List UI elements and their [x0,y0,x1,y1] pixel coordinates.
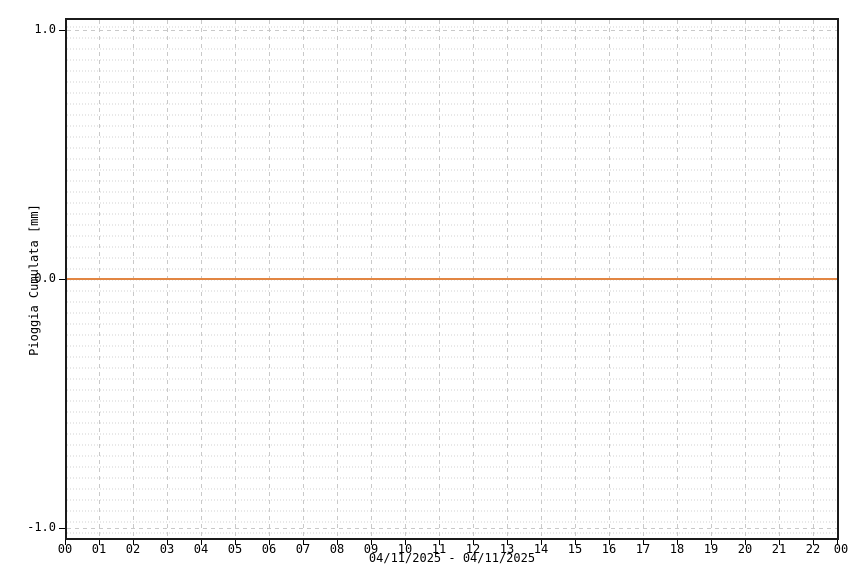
x-tick-label: 10 [397,542,413,556]
x-tick-label: 04 [193,542,209,556]
x-tick-label: 11 [431,542,447,556]
x-tick [541,540,542,545]
x-tick [269,540,270,545]
y-major-gridline [67,528,837,529]
x-tick [711,540,712,545]
y-tick-label: 1.0 [34,22,56,36]
x-tick-label: 19 [703,542,719,556]
x-tick [167,540,168,545]
x-tick [745,540,746,545]
x-tick [303,540,304,545]
series-line [67,278,837,280]
x-tick [837,540,838,545]
x-tick [575,540,576,545]
x-tick-label: 08 [329,542,345,556]
x-tick-label: 00 [57,542,73,556]
x-axis-date-label: 04/11/2025 - 04/11/2025 [368,551,536,565]
x-tick [65,540,66,545]
x-tick [201,540,202,545]
x-tick-label: 12 [465,542,481,556]
x-tick-label: 20 [737,542,753,556]
y-tick [59,528,65,529]
x-tick-label: 02 [125,542,141,556]
x-tick-label: 05 [227,542,243,556]
x-tick-label: 16 [601,542,617,556]
x-tick-label: 07 [295,542,311,556]
x-tick [779,540,780,545]
x-tick [99,540,100,545]
x-tick [439,540,440,545]
x-tick-label: 06 [261,542,277,556]
x-tick [609,540,610,545]
x-tick-label: 21 [771,542,787,556]
x-tick-label: 22 [805,542,821,556]
x-tick-label: 00 [833,542,849,556]
x-tick-label: 15 [567,542,583,556]
x-tick [133,540,134,545]
x-tick-label: 03 [159,542,175,556]
x-tick [507,540,508,545]
y-major-gridline [67,30,837,31]
y-tick [59,279,65,280]
x-tick [677,540,678,545]
x-tick [473,540,474,545]
x-tick [371,540,372,545]
x-tick [337,540,338,545]
x-tick [405,540,406,545]
x-tick-label: 17 [635,542,651,556]
x-tick [813,540,814,545]
x-tick-label: 14 [533,542,549,556]
y-tick-label: -1.0 [27,520,56,534]
x-tick-label: 18 [669,542,685,556]
x-tick-label: 09 [363,542,379,556]
x-tick-label: 13 [499,542,515,556]
x-tick [643,540,644,545]
plot-area [65,18,839,540]
x-tick-label: 01 [91,542,107,556]
y-tick-label: 0.0 [34,271,56,285]
x-tick [235,540,236,545]
y-tick [59,30,65,31]
